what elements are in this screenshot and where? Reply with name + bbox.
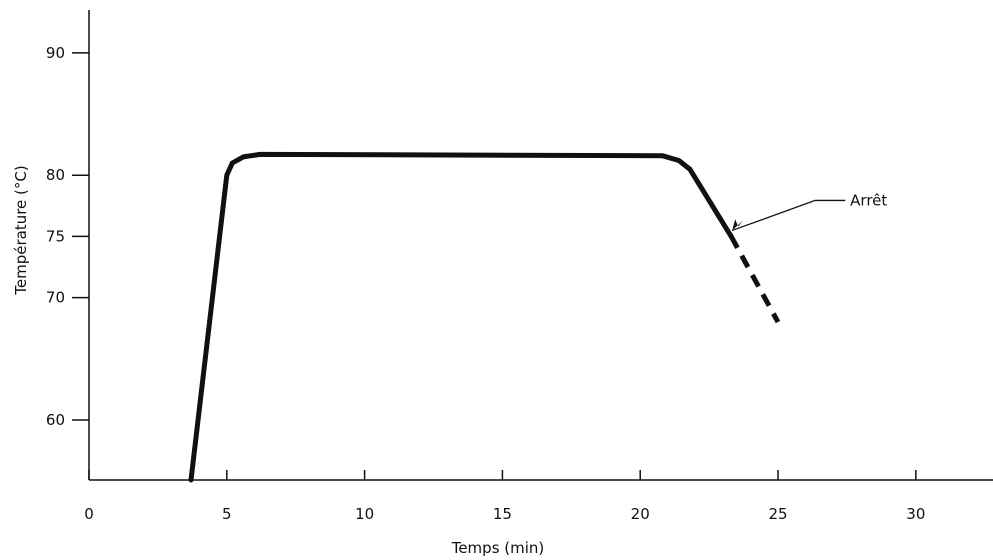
annotations: Arrêt <box>731 191 887 232</box>
temperature-curve-solid <box>188 151 734 483</box>
temperature-curve-dashed <box>729 235 781 324</box>
x-ticks: 0 5 10 15 20 25 30 <box>84 470 925 523</box>
y-axis-label: Température (°C) <box>12 165 30 295</box>
axes <box>88 10 993 481</box>
x-tick-label: 25 <box>768 505 787 523</box>
annotation-arrowhead <box>732 219 744 231</box>
x-tick-label: 0 <box>84 505 94 523</box>
series-group <box>188 151 781 483</box>
y-tick-label: 70 <box>46 289 65 307</box>
y-tick-label: 90 <box>46 44 65 62</box>
annotation-label: Arrêt <box>850 191 887 209</box>
y-ticks: 60 70 75 80 90 <box>46 44 89 429</box>
x-tick-label: 20 <box>631 505 650 523</box>
y-tick-label: 60 <box>46 411 65 429</box>
x-tick-label: 5 <box>222 505 232 523</box>
y-tick-label: 75 <box>46 227 65 245</box>
x-tick-label: 10 <box>355 505 374 523</box>
x-axis-label: Temps (min) <box>451 539 545 557</box>
annotation-leader <box>731 199 846 232</box>
x-tick-label: 30 <box>906 505 925 523</box>
y-tick-label: 80 <box>46 166 65 184</box>
x-tick-label: 15 <box>493 505 512 523</box>
